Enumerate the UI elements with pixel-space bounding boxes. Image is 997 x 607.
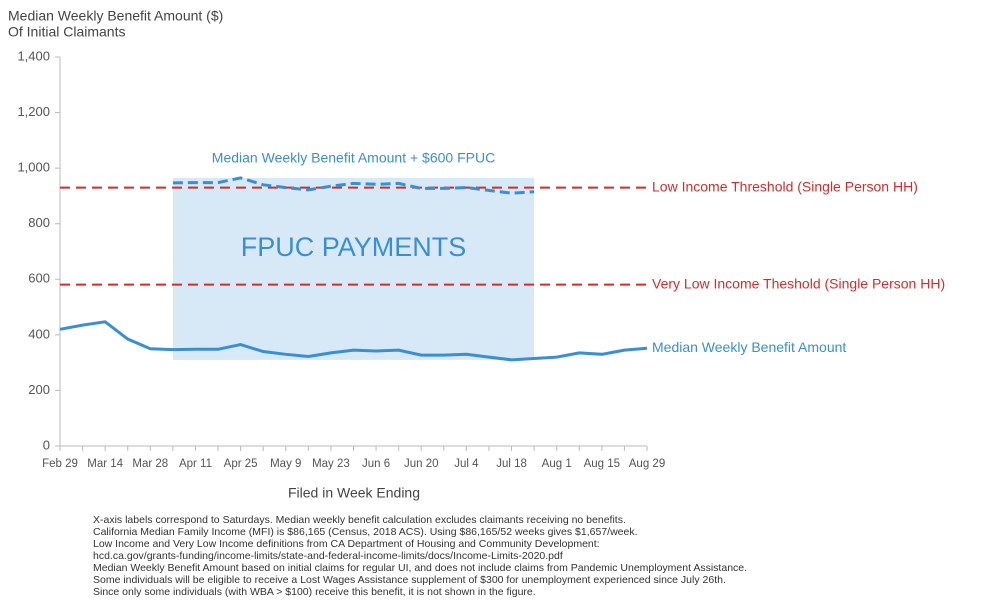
y-tick-label: 400 (28, 326, 50, 341)
reference-label: Low Income Threshold (Single Person HH) (652, 178, 918, 194)
chart-title: Median Weekly Benefit Amount ($) (8, 8, 223, 24)
x-tick-label: Mar 28 (132, 458, 168, 470)
y-tick-label: 200 (28, 382, 50, 397)
chart-subtitle: Of Initial Claimants (8, 24, 125, 40)
footnote: Low Income and Very Low Income definitio… (93, 538, 600, 550)
band-label: FPUC PAYMENTS (241, 232, 467, 262)
footnote: California Median Family Income (MFI) is… (93, 526, 638, 538)
x-tick-label: Feb 29 (42, 458, 78, 470)
y-tick-label: 1,200 (17, 104, 50, 119)
x-tick-label: Aug 1 (542, 458, 572, 470)
footnote: hcd.ca.gov/grants-funding/income-limits/… (93, 550, 563, 562)
x-tick-label: Jun 6 (362, 458, 390, 470)
x-tick-label: Apr 25 (224, 458, 258, 470)
series-label: Median Weekly Benefit Amount (652, 339, 846, 355)
y-tick-label: 0 (43, 437, 50, 452)
x-tick-label: Jul 4 (454, 458, 479, 470)
series-line (172, 176, 535, 195)
x-tick-label: Jul 18 (496, 458, 527, 470)
x-tick-label: Jun 20 (404, 458, 439, 470)
reference-label: Very Low Income Theshold (Single Person … (652, 275, 945, 291)
x-axis-label: Filed in Week Ending (288, 485, 420, 501)
x-tick-label: May 23 (312, 458, 350, 470)
footnote: X-axis labels correspond to Saturdays. M… (93, 514, 626, 526)
x-tick-label: Aug 15 (584, 458, 620, 470)
x-tick-label: Mar 14 (87, 458, 123, 470)
series-line (59, 320, 648, 362)
x-tick-label: Aug 29 (629, 458, 665, 470)
y-tick-label: 1,000 (17, 160, 50, 175)
x-tick-label: May 9 (270, 458, 301, 470)
x-tick-label: Apr 11 (179, 458, 212, 470)
fpuc-band (172, 177, 535, 360)
footnote: Some individuals will be eligible to rec… (93, 574, 726, 586)
y-tick-label: 600 (28, 271, 50, 286)
y-tick-label: 1,400 (17, 48, 50, 63)
footnote: Since only some individuals (with WBA > … (93, 586, 536, 598)
y-tick-label: 800 (28, 215, 50, 230)
series-label: Median Weekly Benefit Amount + $600 FPUC (212, 150, 495, 166)
footnote: Median Weekly Benefit Amount based on in… (93, 562, 747, 574)
